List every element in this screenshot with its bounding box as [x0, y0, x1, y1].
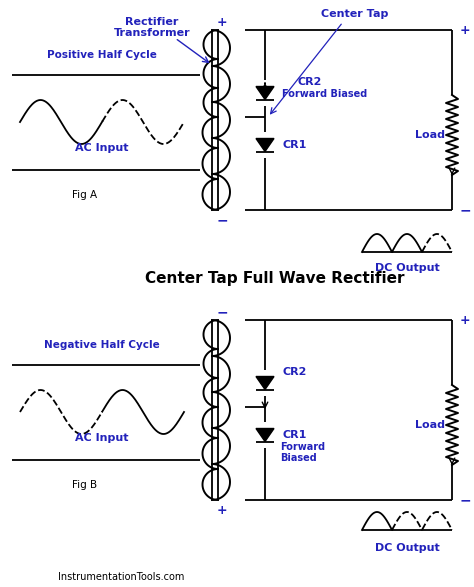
- Text: AC Input: AC Input: [75, 433, 129, 443]
- Text: Load: Load: [415, 420, 445, 430]
- Text: +: +: [460, 23, 471, 36]
- Text: AC Input: AC Input: [75, 143, 129, 153]
- Polygon shape: [256, 139, 274, 151]
- Text: Biased: Biased: [281, 453, 318, 463]
- Polygon shape: [256, 86, 274, 100]
- Text: CR1: CR1: [283, 140, 307, 150]
- Text: Center Tap: Center Tap: [321, 9, 389, 19]
- Text: +: +: [460, 313, 471, 326]
- Text: Forward Biased: Forward Biased: [283, 89, 368, 99]
- Polygon shape: [256, 429, 274, 441]
- Text: +: +: [217, 504, 228, 517]
- Text: −: −: [460, 493, 472, 507]
- Text: Transformer: Transformer: [114, 28, 191, 38]
- Text: Rectifier: Rectifier: [125, 17, 179, 27]
- Text: −: −: [216, 305, 228, 319]
- Text: +: +: [217, 15, 228, 29]
- Text: −: −: [216, 213, 228, 227]
- Text: −: −: [460, 203, 472, 217]
- Text: Center Tap Full Wave Rectifier: Center Tap Full Wave Rectifier: [145, 271, 404, 285]
- Text: Fig B: Fig B: [73, 480, 98, 490]
- Polygon shape: [256, 376, 274, 390]
- Text: Negative Half Cycle: Negative Half Cycle: [44, 340, 160, 350]
- Text: CR2: CR2: [283, 367, 307, 377]
- Text: DC Output: DC Output: [374, 543, 439, 553]
- Text: InstrumentationTools.com: InstrumentationTools.com: [58, 572, 184, 582]
- Text: DC Output: DC Output: [374, 263, 439, 273]
- Text: Forward: Forward: [281, 442, 326, 452]
- Text: Positive Half Cycle: Positive Half Cycle: [47, 50, 157, 60]
- Text: Fig A: Fig A: [73, 190, 98, 200]
- Text: Load: Load: [415, 130, 445, 140]
- Text: CR2: CR2: [298, 77, 322, 87]
- Text: CR1: CR1: [283, 430, 307, 440]
